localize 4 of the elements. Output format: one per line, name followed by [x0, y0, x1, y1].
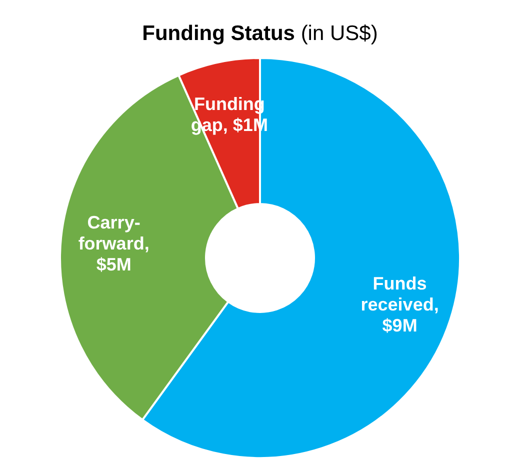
chart-subtitle: (in US$) [294, 22, 378, 45]
chart-title: Funding Status [142, 22, 295, 45]
slice-label: Funds received, $9M [360, 273, 439, 336]
slice-label: Carry-forward, $5M [78, 212, 150, 275]
